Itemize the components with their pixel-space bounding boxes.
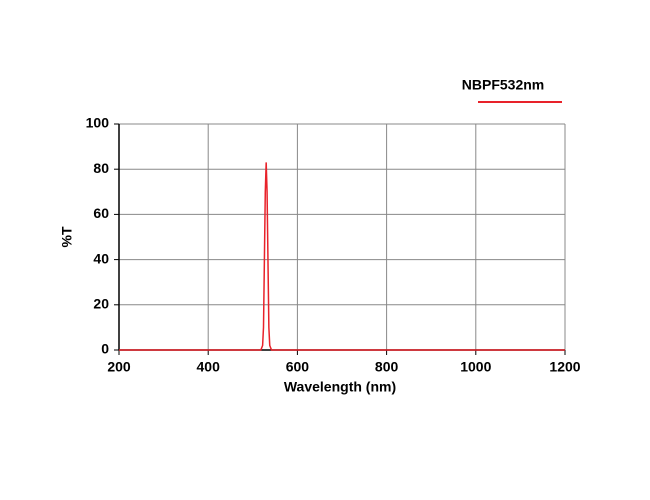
y-tick-label: 60 [93, 205, 109, 221]
x-tick-label: 1200 [549, 359, 580, 375]
y-tick-label: 40 [93, 250, 109, 266]
y-axis-label: %T [59, 226, 75, 247]
y-tick-label: 100 [86, 115, 110, 131]
x-tick-label: 1000 [460, 359, 491, 375]
x-tick-label: 800 [375, 359, 399, 375]
x-axis-label: Wavelength (nm) [284, 379, 396, 395]
x-tick-label: 600 [286, 359, 310, 375]
y-tick-label: 0 [101, 341, 109, 357]
legend-label: NBPF532nm [462, 77, 544, 93]
y-tick-label: 80 [93, 160, 109, 176]
y-tick-label: 20 [93, 296, 109, 312]
x-tick-label: 400 [197, 359, 221, 375]
x-tick-label: 200 [107, 359, 131, 375]
data-line [119, 162, 565, 351]
